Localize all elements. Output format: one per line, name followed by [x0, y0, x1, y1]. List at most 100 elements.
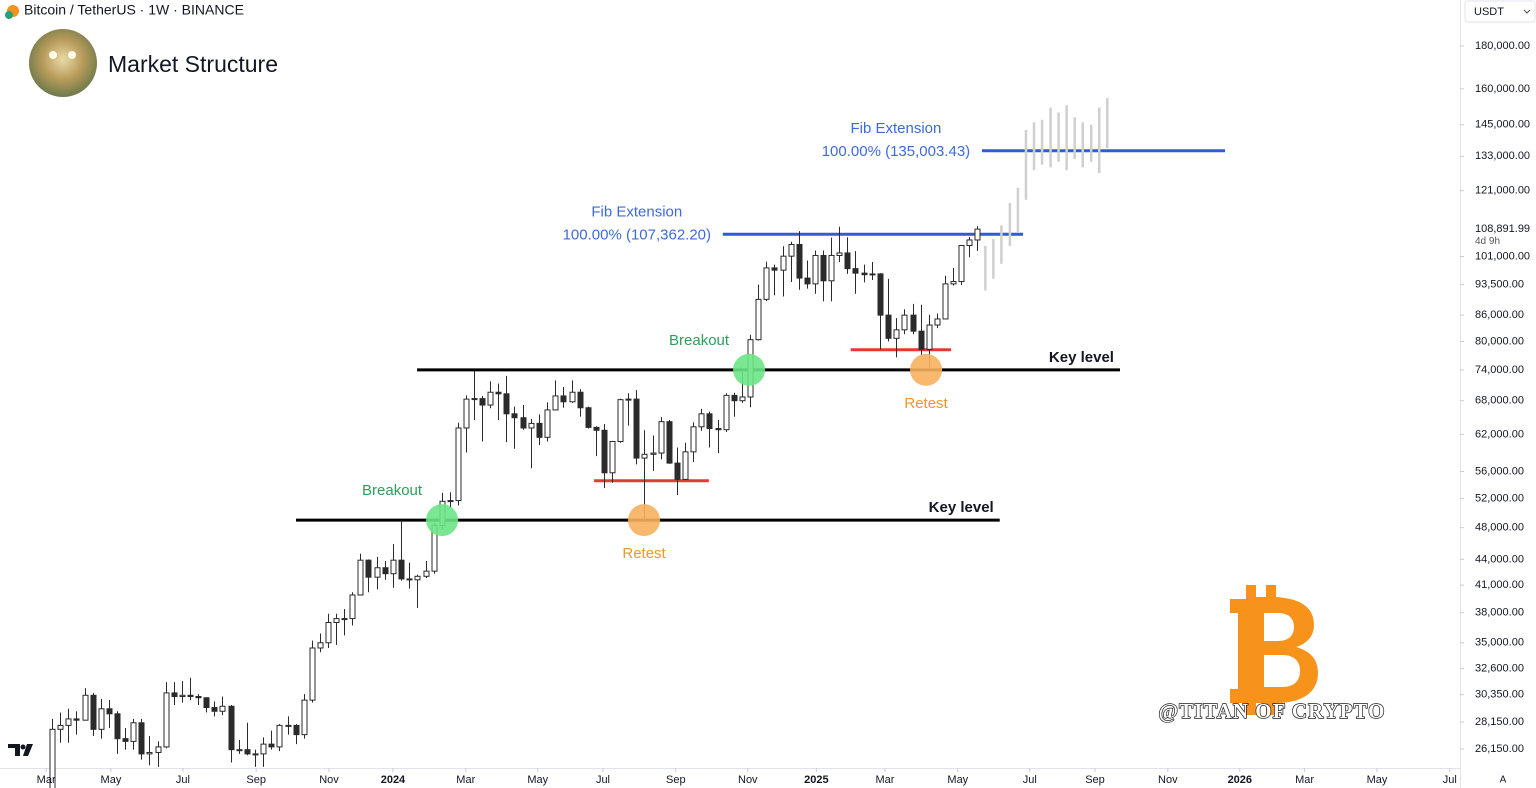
y-tick-label: 26,150.00	[1475, 743, 1524, 755]
y-tick-label: 35,000.00	[1475, 637, 1524, 649]
candle-body-down	[861, 272, 868, 276]
candle-body-down	[577, 391, 584, 409]
currency-label: USDT	[1474, 6, 1504, 18]
x-tick-label: May	[527, 774, 548, 786]
candle-body-up	[934, 318, 941, 326]
bitcoin-logo	[1230, 585, 1318, 715]
marker-label: Breakout	[362, 482, 423, 499]
candle-body-up	[341, 618, 348, 621]
candle-body-down	[73, 718, 80, 721]
candle-body-up	[901, 314, 908, 331]
candle-body-down	[585, 407, 592, 428]
y-tick-label: 62,000.00	[1475, 428, 1524, 440]
candle-body-up	[98, 708, 105, 730]
auto-scale-button[interactable]	[1496, 772, 1510, 786]
candle-body-up	[349, 594, 356, 620]
x-tick-label: 2026	[1228, 774, 1252, 786]
candle-body-up	[723, 394, 730, 431]
x-tick-label: Mar	[876, 774, 895, 786]
x-tick-label: Jul	[1023, 774, 1037, 786]
x-tick-label: Mar	[1295, 774, 1314, 786]
candle-body-down	[633, 398, 640, 459]
candle-body-up	[650, 452, 657, 455]
candle-body-down	[268, 743, 275, 748]
candle-body-down	[796, 243, 803, 279]
marker	[628, 504, 661, 537]
y-tick-label: 28,150.00	[1475, 716, 1524, 728]
candle-body-down	[593, 426, 600, 431]
candle-body-down	[244, 749, 251, 755]
candle-body-down	[918, 330, 925, 350]
candle-body-down	[187, 694, 194, 698]
candle-body-up	[958, 245, 965, 283]
marker-label: Retest	[904, 395, 948, 412]
x-tick-label: Nov	[1158, 774, 1178, 786]
candle-body-up	[471, 398, 478, 401]
watermark-logo	[1230, 585, 1318, 715]
symbol-title: Bitcoin / TetherUS · 1W · BINANCE	[24, 2, 244, 18]
candle-body-up	[658, 421, 665, 454]
candle-body-up	[641, 453, 648, 459]
y-tick-label: 56,000.00	[1475, 465, 1524, 477]
candle-body-down	[365, 559, 372, 578]
candle-body-up	[690, 426, 697, 453]
candle-body-up	[950, 281, 957, 285]
candle-body-up	[974, 228, 981, 241]
candle-body-up	[309, 647, 316, 701]
candle-body-down	[706, 413, 713, 430]
marker-label: Breakout	[669, 332, 730, 349]
countdown-label: 4d 9h	[1475, 236, 1500, 247]
fib-label: 100.00% (135,003.43)	[822, 143, 970, 160]
y-tick-label: 52,000.00	[1475, 492, 1524, 504]
candle-body-down	[171, 692, 178, 698]
y-tick-label: 80,000.00	[1475, 335, 1524, 347]
candle-body-down	[211, 707, 218, 712]
candle-body-up	[260, 743, 267, 755]
candle-body-up	[942, 283, 949, 320]
candle-body-down	[731, 394, 738, 402]
fib-label: 100.00% (107,362.20)	[563, 226, 711, 243]
candle-body-up	[780, 255, 787, 271]
candle-body-up	[325, 621, 332, 644]
x-tick-label: Sep	[1085, 774, 1105, 786]
x-tick-label: Mar	[37, 774, 56, 786]
candle-body-down	[511, 413, 518, 419]
candle-body-up	[528, 422, 535, 429]
candle-body-up	[423, 570, 430, 577]
candle-body-down	[106, 708, 113, 715]
candle-body-down	[536, 422, 543, 438]
candle-body-down	[844, 252, 851, 270]
x-tick-label: Jul	[1443, 774, 1457, 786]
candle-body-up	[788, 243, 795, 257]
candle-body-up	[179, 694, 186, 698]
currency-dropdown[interactable]	[1464, 0, 1536, 23]
candle-body-up	[357, 559, 364, 596]
x-tick-label: Nov	[738, 774, 758, 786]
candle-body-up	[869, 273, 876, 276]
marker-label: Retest	[622, 545, 666, 562]
key-level-label: Key level	[1049, 349, 1114, 366]
annotations: Key level Key level Fib Extension 100.00% (…	[362, 120, 1114, 562]
candle-body-down	[90, 694, 97, 730]
y-tick-label: 145,000.00	[1475, 119, 1530, 131]
candle-body-up	[130, 722, 137, 742]
candle-body-up	[926, 324, 933, 350]
candle-body-up	[390, 559, 397, 575]
x-tick-label: Sep	[246, 774, 266, 786]
candle-body-up	[544, 409, 551, 438]
candle-body-down	[503, 393, 510, 415]
candle-body-up	[146, 751, 153, 755]
plot-area: Key level Key level Fib Extension 100.00% (…	[49, 98, 1225, 788]
y-tick-label: 160,000.00	[1475, 83, 1530, 95]
candle-body-down	[398, 559, 405, 580]
candle-body-up	[552, 395, 559, 411]
candle-body-up	[285, 724, 292, 727]
candle-body-down	[877, 273, 884, 316]
tv-logo-part	[23, 744, 33, 756]
candle-body-down	[910, 314, 917, 332]
candles	[49, 98, 1109, 788]
chart-title: Market Structure	[108, 51, 278, 77]
candle-body-up	[374, 567, 381, 578]
